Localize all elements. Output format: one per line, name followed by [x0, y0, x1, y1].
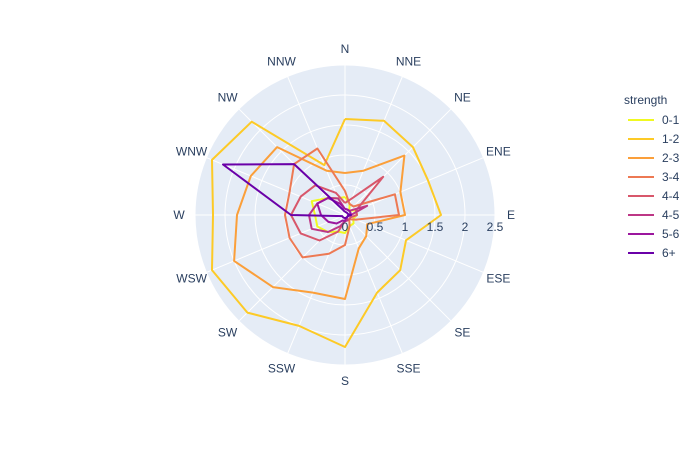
direction-label: SE: [454, 325, 470, 339]
legend[interactable]: strength 0-1 1-2 2-3 3-4 4-4 4-5 5-6 6+: [624, 93, 680, 260]
legend-label: 5-6: [662, 227, 680, 241]
series-line-1-2: [211, 118, 442, 348]
legend-item-6+[interactable]: 6+: [628, 246, 676, 260]
legend-item-4-5[interactable]: 4-5: [628, 208, 680, 222]
radial-tick-label: 2.5: [487, 220, 504, 234]
legend-label: 0-1: [662, 113, 680, 127]
direction-label: W: [173, 208, 185, 222]
direction-label: ESE: [486, 272, 510, 286]
legend-label: 1-2: [662, 132, 680, 146]
angular-gridline: [344, 108, 452, 216]
series-line-5-6: [316, 197, 352, 225]
legend-item-1-2[interactable]: 1-2: [628, 132, 680, 146]
direction-label: SSW: [268, 361, 296, 375]
legend-title: strength: [624, 93, 667, 107]
legend-label: 4-4: [662, 189, 680, 203]
angular-gridline: [344, 214, 403, 354]
direction-label: E: [507, 208, 515, 222]
series-line-2-3: [233, 146, 406, 300]
direction-label: NW: [218, 91, 239, 105]
legend-label: 4-5: [662, 208, 680, 222]
legend-item-3-4[interactable]: 3-4: [628, 170, 680, 184]
series-line-6+: [222, 163, 352, 219]
direction-label: NE: [454, 91, 471, 105]
direction-label: WNW: [176, 145, 208, 159]
legend-label: 6+: [662, 246, 676, 260]
radial-tick-label: 1: [402, 220, 409, 234]
polar-grid: [194, 64, 496, 366]
direction-label: NNW: [267, 55, 296, 69]
legend-item-2-3[interactable]: 2-3: [628, 151, 680, 165]
direction-label: SW: [218, 325, 238, 339]
legend-item-4-4[interactable]: 4-4: [628, 189, 680, 203]
direction-label: WSW: [176, 272, 207, 286]
angular-gridline: [344, 214, 452, 322]
radial-tick-label: 2: [462, 220, 469, 234]
angular-gridline: [287, 214, 346, 354]
direction-label: N: [341, 42, 350, 56]
direction-label: S: [341, 374, 349, 388]
legend-item-0-1[interactable]: 0-1: [628, 113, 680, 127]
direction-label: SSE: [396, 361, 420, 375]
direction-label: ENE: [486, 145, 511, 159]
direction-labels: N NNE NE ENE E ESE SE SSE S SSW SW WSW W WNW NW NNW: [173, 42, 515, 388]
angular-gridline: [344, 76, 403, 216]
series-line-3-4: [284, 147, 400, 259]
legend-label: 3-4: [662, 170, 680, 184]
radial-tick-label: 1.5: [427, 220, 444, 234]
radial-tick-labels: 0 0.5 1 1.5 2 2.5: [342, 220, 504, 234]
legend-item-5-6[interactable]: 5-6: [628, 227, 680, 241]
radial-tick-label: 0: [342, 220, 349, 234]
angular-gridline: [206, 214, 346, 273]
angular-gridline: [206, 157, 346, 216]
radial-tick-label: 0.5: [367, 220, 384, 234]
direction-label: NNE: [396, 55, 421, 69]
legend-label: 2-3: [662, 151, 680, 165]
series-layer: [211, 118, 442, 348]
